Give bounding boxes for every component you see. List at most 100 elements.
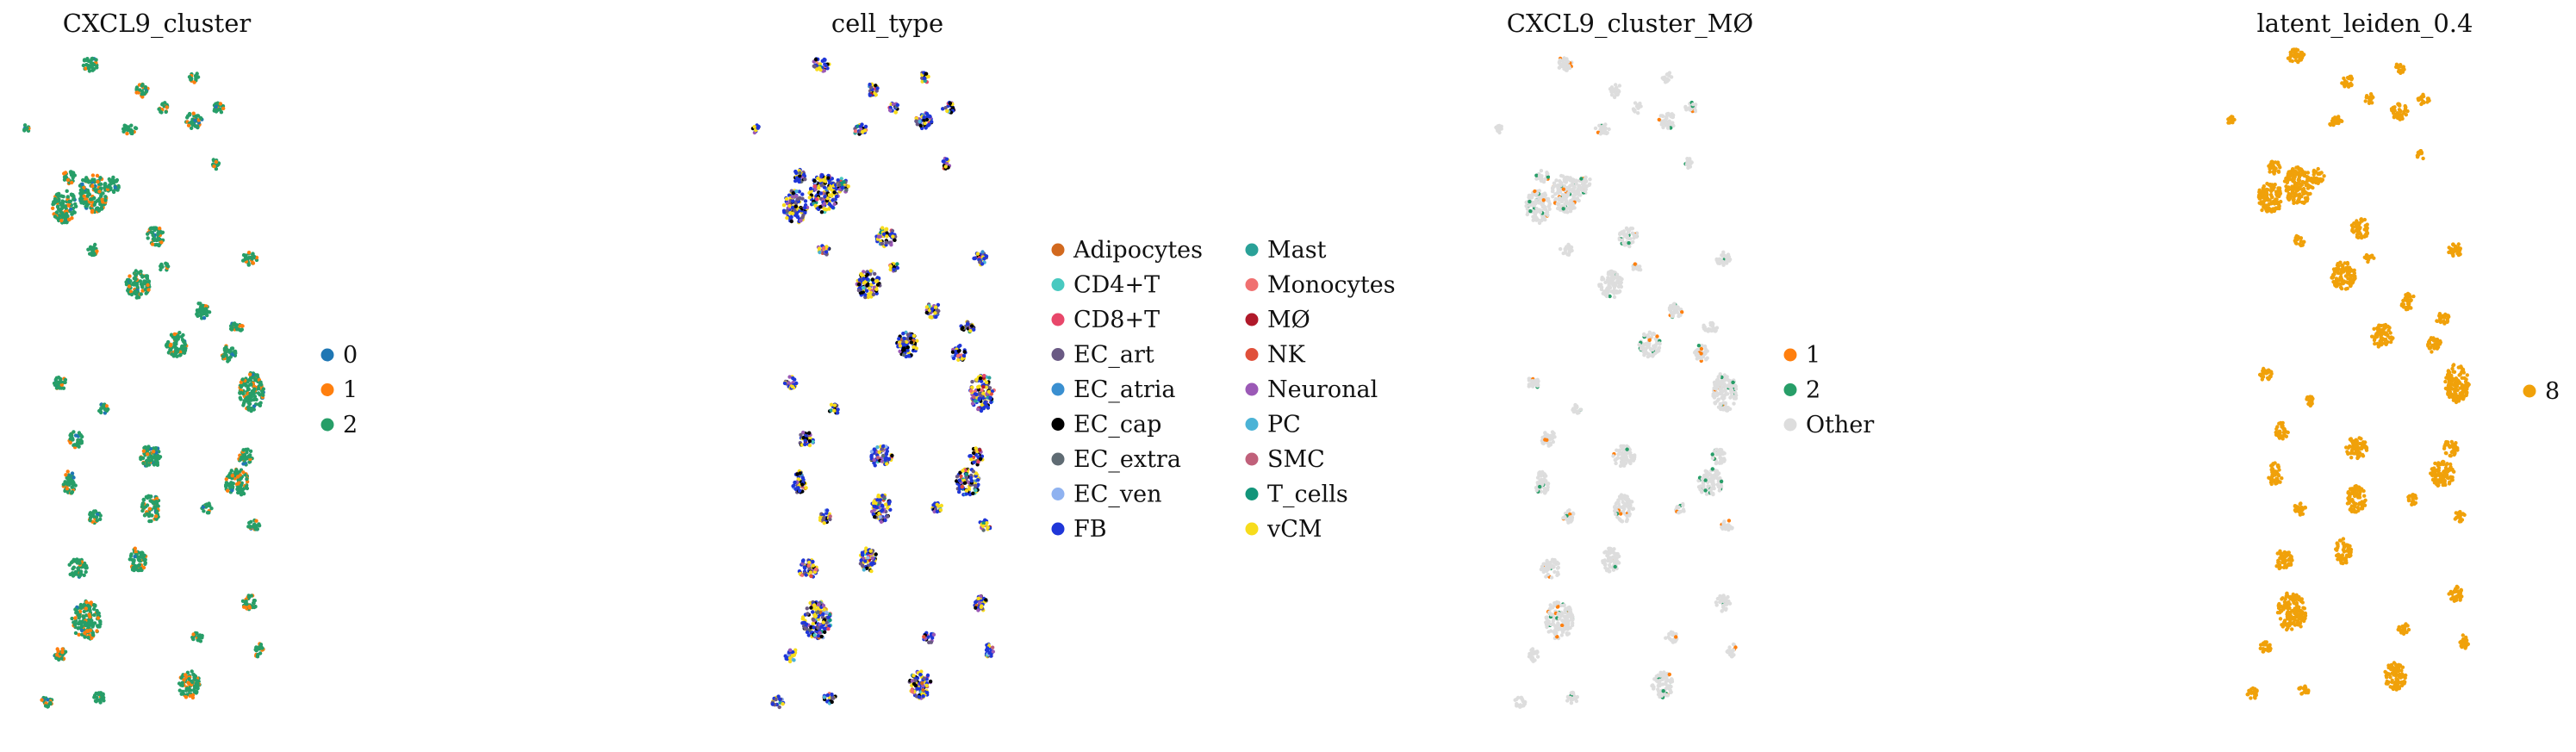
scatter-point (800, 196, 805, 201)
scatter-point (149, 230, 153, 234)
scatter-point (901, 352, 906, 357)
scatter-point (141, 565, 146, 570)
scatter-point (884, 227, 888, 232)
scatter-point (1566, 64, 1571, 68)
scatter-point (1530, 203, 1535, 208)
scatter-point (817, 65, 822, 71)
scatter-point (812, 633, 817, 637)
scatter-point (1606, 290, 1610, 295)
scatter-point (823, 195, 827, 199)
scatter-point (984, 380, 989, 385)
legend-marker (1245, 522, 1259, 536)
legend-marker (1245, 452, 1259, 466)
scatter-point (176, 349, 180, 353)
scatter-point (897, 340, 902, 345)
scatter-point (816, 610, 820, 614)
legend-label: Mast (1267, 237, 1327, 264)
scatter-point (198, 314, 203, 318)
scatter-point (826, 176, 831, 180)
scatter-point (925, 673, 930, 678)
scatter-point (939, 503, 944, 508)
scatter-point (781, 203, 787, 208)
scatter-point (242, 605, 246, 609)
scatter-point (92, 695, 96, 699)
scatter-point (94, 190, 98, 194)
scatter-point (98, 700, 103, 705)
scatter-point (984, 254, 989, 258)
scatter-point (245, 457, 249, 461)
scatter-point (862, 568, 866, 572)
scatter-point (915, 339, 919, 343)
scatter-point (1717, 261, 1722, 265)
scatter-point (256, 387, 261, 391)
scatter-point (84, 176, 89, 180)
scatter-point (1733, 396, 1739, 401)
scatter-point (181, 347, 185, 351)
scatter-point (1565, 57, 1569, 61)
legend-marker (1245, 278, 1259, 291)
scatter-point (962, 481, 968, 485)
scatter-point (221, 106, 226, 111)
scatter-point (829, 402, 834, 407)
scatter-point (832, 202, 837, 206)
scatter-point (184, 695, 189, 699)
scatter-point (139, 456, 143, 460)
scatter-point (79, 196, 84, 201)
scatter-point (63, 377, 68, 382)
scatter-point (862, 277, 866, 281)
scatter-point (79, 201, 84, 205)
scatter-point (92, 246, 96, 251)
scatter-point (231, 482, 235, 486)
scatter-point (809, 574, 813, 579)
scatter-point (807, 560, 812, 565)
scatter-point (247, 606, 252, 610)
scatter-point (86, 66, 91, 71)
scatter-point (1558, 61, 1562, 65)
scatter-point (258, 380, 263, 384)
scatter-point (1579, 177, 1584, 181)
scatter-point (1612, 295, 1617, 300)
scatter-point (86, 604, 91, 608)
scatter-point (1587, 182, 1592, 186)
scatter-point (1544, 211, 1548, 216)
scatter-point (887, 108, 893, 113)
scatter-point (1724, 255, 1728, 259)
scatter-point (116, 185, 121, 190)
scatter-point (129, 123, 134, 127)
scatter-point (970, 380, 974, 384)
scatter-point (234, 325, 239, 330)
scatter-point (813, 57, 818, 62)
scatter-point (80, 182, 84, 186)
scatter-point (138, 88, 142, 92)
scatter-point (82, 194, 87, 198)
legend-marker (1245, 313, 1259, 326)
scatter-point (856, 288, 862, 293)
scatter-point (192, 684, 197, 689)
scatter-point (154, 501, 159, 506)
scatter-point (221, 354, 225, 358)
scatter-point (823, 630, 827, 634)
scatter-point (830, 699, 834, 705)
scatter-point (807, 431, 812, 435)
scatter-point (791, 484, 795, 488)
scatter-point (190, 693, 196, 698)
scatter-point (819, 174, 824, 178)
scatter-point (77, 621, 81, 625)
scatter-point (224, 477, 228, 482)
scatter-point (874, 287, 879, 291)
scatter-point (150, 242, 155, 246)
scatter-point (860, 129, 865, 134)
scatter-point (912, 333, 917, 339)
scatter-point (160, 102, 165, 106)
scatter-point (880, 447, 884, 451)
scatter-point (43, 704, 48, 708)
scatter-point (188, 693, 192, 698)
scatter-point (1600, 277, 1604, 282)
scatter-point (784, 196, 789, 202)
scatter-point (880, 503, 885, 507)
scatter-point (974, 488, 978, 493)
scatter-point (241, 470, 246, 475)
scatter-point (871, 292, 876, 297)
scatter-point (154, 517, 159, 521)
scatter-point (793, 169, 798, 174)
